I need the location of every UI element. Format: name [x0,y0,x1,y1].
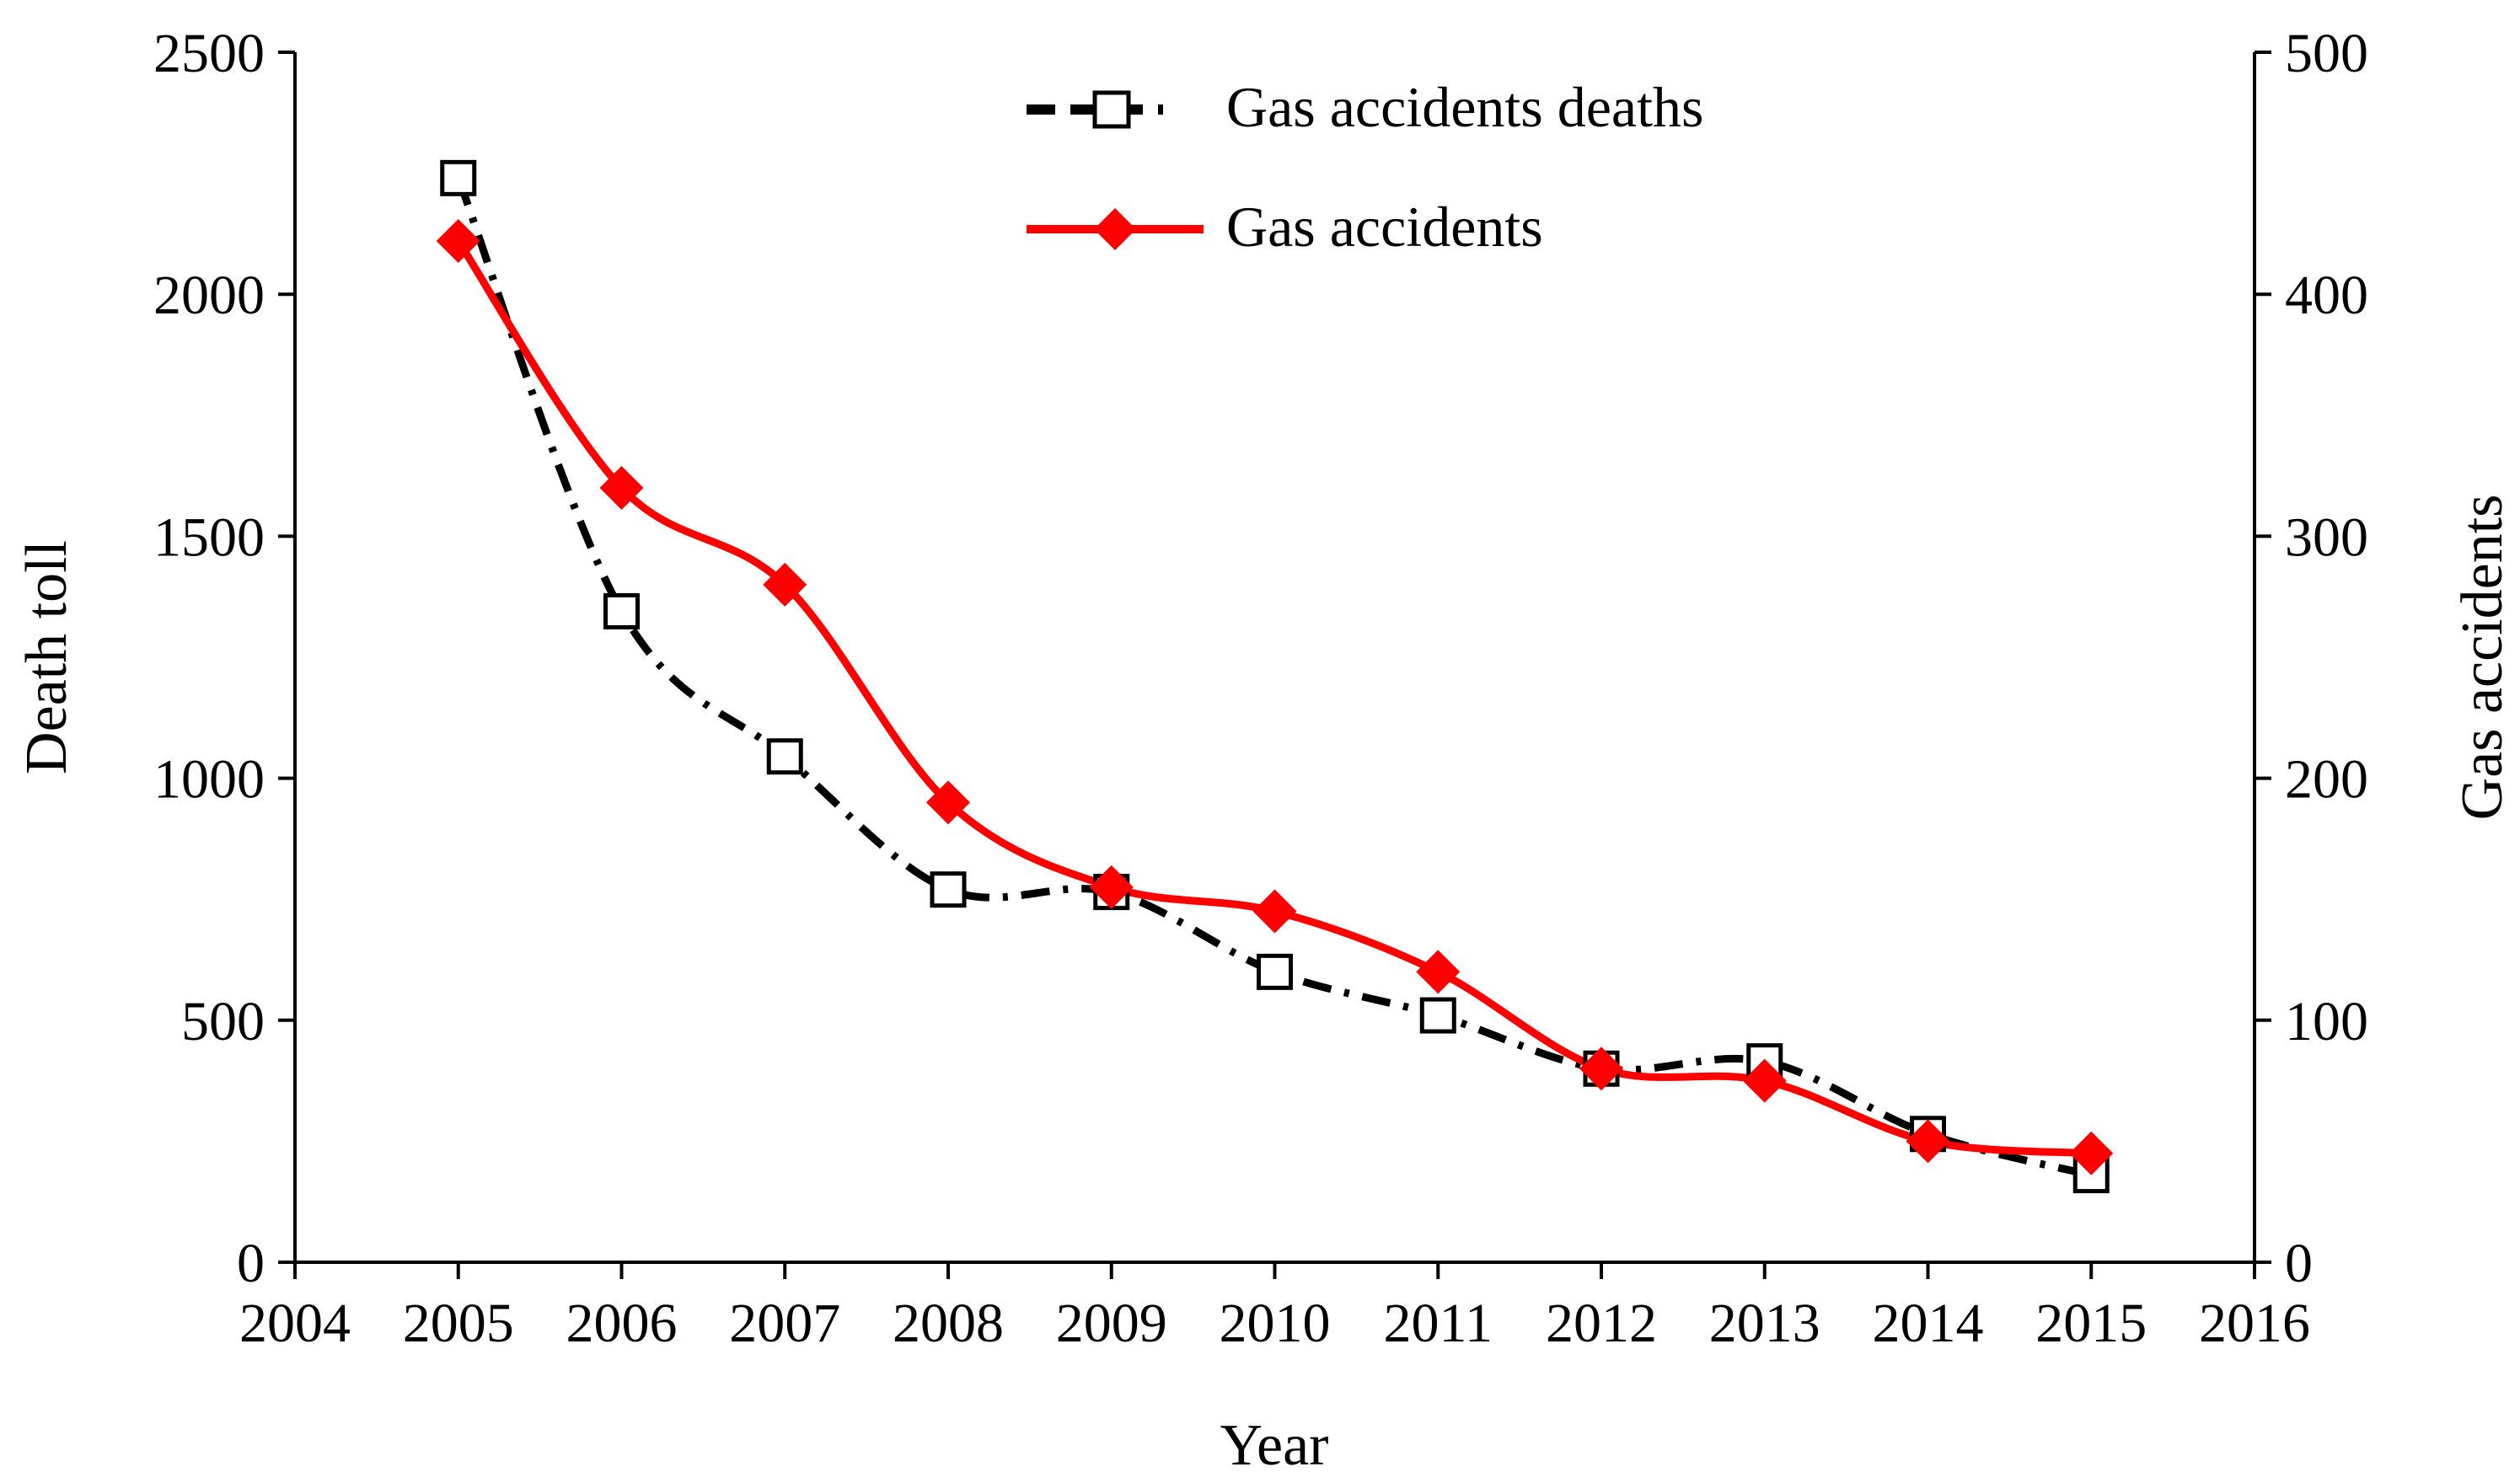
series-deaths-line [454,176,2093,1179]
accidents-data-point [1252,889,1297,934]
ticks: 2004 2005 2006 2007 2008 2009 2010 2011 2012 2013… [153,23,2368,1354]
x-tick-label: 2005 [403,1293,514,1354]
series-accidents-line [454,238,2092,1158]
left-y-axis-title: Death toll [14,540,79,774]
right-y-tick-label: 300 [2285,506,2368,568]
legend-entry-deaths: Gas accidents deaths [1027,75,1703,139]
accidents-data-point [436,219,480,264]
left-y-tick-label: 1000 [153,749,265,811]
deaths-data-point [766,738,803,775]
x-axis-title: Year [1220,1413,1329,1478]
left-y-tick-label: 0 [237,1233,265,1294]
legend-deaths-label: Gas accidents deaths [1226,75,1703,139]
accidents-data-point [2069,1131,2114,1175]
accidents-data-point [1089,865,1134,909]
x-tick-label: 2015 [2035,1293,2147,1354]
accidents-data-point [763,562,807,607]
x-tick-label: 2011 [1383,1293,1493,1354]
left-y-tick-label: 2500 [153,23,265,84]
accidents-data-point [1906,1119,1950,1164]
x-tick-label: 2012 [1546,1293,1657,1354]
right-y-tick-label: 400 [2285,265,2368,326]
accidents-data-point [1742,1058,1787,1103]
x-tick-label: 2009 [1056,1293,1167,1354]
legend-accidents-label: Gas accidents [1226,195,1543,259]
left-y-tick-label: 1500 [153,506,265,568]
accidents-data-point [1416,950,1461,994]
left-y-tick-label: 500 [181,991,265,1052]
left-y-tick-label: 2000 [153,265,265,326]
legend-entry-accidents: Gas accidents [1027,195,1543,259]
right-y-tick-label: 200 [2285,749,2368,811]
legend-accidents-diamond-marker [1094,208,1136,250]
x-tick-label: 2010 [1220,1293,1331,1354]
legend: Gas accidents deaths Gas accidents [1027,75,1703,259]
x-tick-label: 2006 [566,1293,678,1354]
accidents-data-point [599,465,644,510]
x-tick-label: 2013 [1709,1293,1820,1354]
right-y-tick-label: 500 [2285,23,2368,84]
deaths-data-point [603,592,640,629]
deaths-data-point [1257,953,1293,990]
x-tick-label: 2004 [239,1293,351,1354]
accidents-data-point [926,780,970,825]
legend-deaths-square-marker [1092,90,1131,129]
x-tick-label: 2008 [893,1293,1004,1354]
x-tick-label: 2016 [2199,1293,2310,1354]
accidents-data-point [1579,1047,1623,1091]
deaths-data-point [1419,997,1456,1034]
right-y-tick-label: 100 [2285,991,2368,1052]
right-y-tick-label: 0 [2285,1233,2313,1294]
x-tick-label: 2007 [729,1293,840,1354]
right-y-axis-title: Gas accidents [2450,495,2515,821]
markers [436,159,2114,1194]
series [454,176,2093,1179]
x-tick-label: 2014 [1873,1293,1984,1354]
deaths-data-point [930,871,967,908]
deaths-data-point [440,159,477,196]
